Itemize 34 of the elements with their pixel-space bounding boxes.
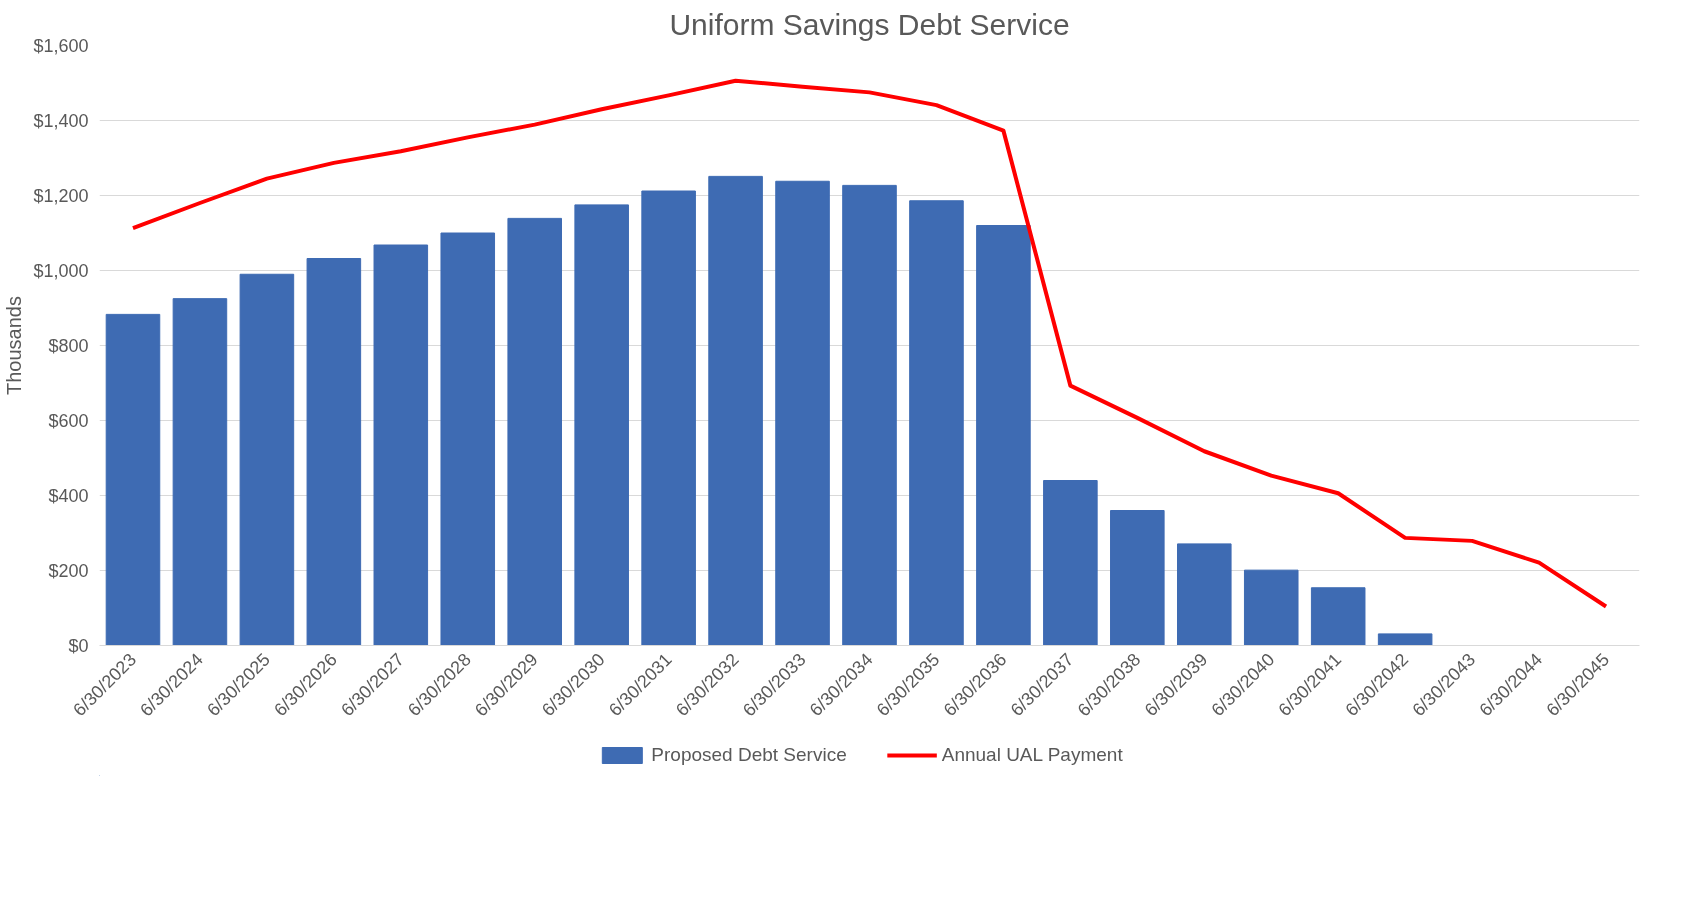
bar — [507, 217, 562, 646]
y-tick-label: $200 — [48, 560, 89, 581]
y-tick-label: $1,400 — [33, 110, 89, 131]
y-axis-title: Thousands — [3, 296, 26, 395]
bar — [1377, 633, 1433, 646]
bar — [105, 313, 161, 646]
bar — [909, 200, 964, 646]
legend-label: Proposed Debt Service — [651, 744, 847, 766]
y-tick-label: $1,200 — [33, 185, 89, 206]
y-tick-label: $1,600 — [33, 35, 89, 56]
y-tick-label: $1,000 — [33, 260, 89, 281]
bar — [976, 225, 1031, 646]
bar — [1177, 543, 1232, 646]
y-tick-label: $600 — [48, 410, 89, 431]
bar — [842, 184, 897, 646]
y-tick-label: $0 — [68, 635, 89, 656]
bar — [1043, 480, 1098, 646]
bar — [641, 190, 696, 646]
bar — [1110, 510, 1165, 646]
bar — [775, 180, 830, 646]
bar — [172, 298, 228, 646]
bar — [239, 273, 295, 646]
bar — [440, 232, 496, 646]
bar — [1310, 587, 1366, 646]
y-tick-label: $800 — [48, 335, 89, 356]
bar — [306, 258, 362, 646]
bar — [1243, 569, 1299, 646]
chart-title: Uniform Savings Debt Service — [669, 7, 1070, 41]
bar — [373, 244, 429, 646]
legend-label: Annual UAL Payment — [941, 744, 1123, 766]
line-series — [130, 78, 1609, 609]
bar — [574, 204, 629, 646]
y-tick-label: $400 — [48, 485, 89, 506]
bar — [708, 175, 763, 646]
